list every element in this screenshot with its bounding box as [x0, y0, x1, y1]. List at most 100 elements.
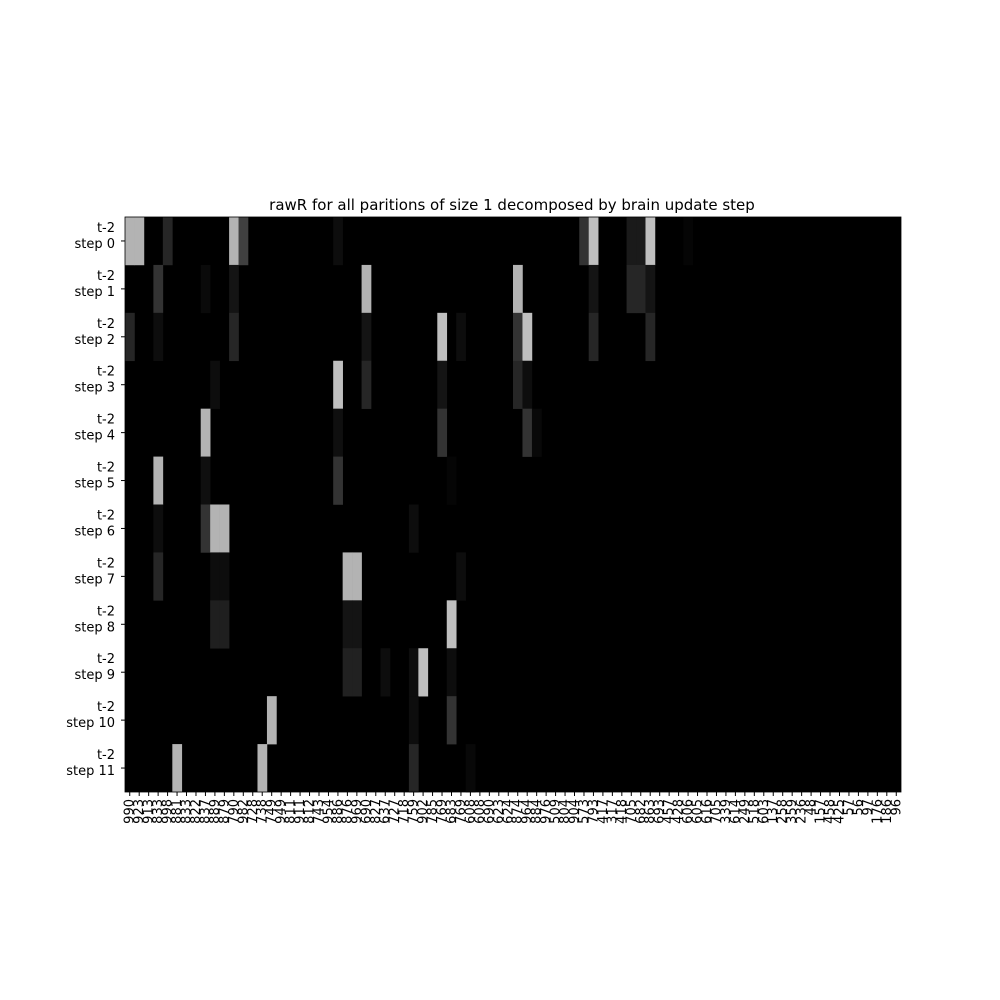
heatmap-cell — [200, 504, 211, 553]
plot-frame — [124, 216, 902, 793]
x-tick-label: 881 — [170, 799, 185, 824]
y-tick-label: t-2 step 3 — [74, 365, 115, 396]
heatmap-cell — [408, 744, 419, 793]
x-tick-label: 157 — [814, 799, 829, 824]
heatmap-cell — [172, 744, 183, 793]
x-tick-label: 457 — [662, 799, 677, 824]
x-tick-label: 705 — [624, 799, 639, 824]
x-tick-label: 923 — [132, 799, 147, 824]
heatmap-cell — [588, 264, 599, 314]
heatmap-cell — [342, 552, 353, 601]
x-tick-label: 608 — [473, 799, 488, 824]
heatmap-cell — [522, 360, 533, 409]
x-tick-label: 727 — [388, 799, 403, 824]
heatmap-cell — [437, 408, 448, 457]
x-tick-label: 913 — [142, 799, 157, 824]
heatmap-cell — [522, 312, 533, 362]
y-tick-label: t-2 step 6 — [74, 508, 115, 539]
heatmap-cell — [238, 217, 249, 266]
x-tick-label: 879 — [217, 799, 232, 824]
heatmap-cell — [210, 360, 220, 409]
x-tick-label: 804 — [558, 799, 573, 824]
heatmap-cell — [153, 264, 164, 314]
x-tick-label: 886 — [331, 799, 346, 824]
x-tick-label: 837 — [198, 799, 213, 824]
x-tick-label: 718 — [397, 799, 412, 824]
x-tick-label: 769 — [454, 799, 469, 824]
heatmap-cell — [333, 408, 343, 457]
x-tick-label: 258 — [776, 799, 791, 824]
heatmap-cells — [125, 217, 901, 793]
x-tick-label: 964 — [520, 799, 535, 824]
heatmap-cell — [513, 360, 523, 409]
heatmap-cell — [200, 408, 211, 457]
heatmap-cell — [361, 264, 372, 314]
x-tick-label: 827 — [369, 799, 384, 824]
x-tick-label: 637 — [378, 799, 393, 824]
heatmap-cell — [579, 217, 590, 266]
heatmap-cell — [219, 504, 230, 553]
x-tick-label: 690 — [359, 799, 374, 824]
heatmap-cell — [456, 312, 466, 362]
heatmap-cell — [408, 648, 419, 697]
heatmap-cell — [153, 504, 164, 553]
heatmap-cell — [200, 264, 211, 314]
x-tick-label: 982 — [236, 799, 251, 824]
x-tick-label: 417 — [596, 799, 611, 824]
x-tick-label: 509 — [549, 799, 564, 824]
x-tick-label: 822 — [189, 799, 204, 824]
x-tick-label: 833 — [180, 799, 195, 824]
x-tick-label: 759 — [407, 799, 422, 824]
heatmap-cell — [229, 217, 239, 266]
x-tick-label: 811 — [284, 799, 299, 824]
heatmap-cell — [437, 312, 448, 362]
x-tick-label: 911 — [293, 799, 308, 824]
x-tick-label: 573 — [577, 799, 592, 824]
x-tick-label: 624 — [501, 799, 516, 824]
x-tick-label: 57 — [842, 799, 857, 816]
heatmap-cell — [333, 456, 343, 505]
heatmap-cell — [380, 648, 391, 697]
x-tick-label: 738 — [255, 799, 270, 824]
heatmap-cell — [408, 696, 419, 745]
y-tick-label: t-2 step 7 — [74, 556, 115, 587]
x-tick-label: 623 — [492, 799, 507, 824]
x-tick-label: 785 — [426, 799, 441, 824]
heatmap-cell — [588, 217, 599, 266]
heatmap-cell — [588, 312, 599, 362]
y-tick-label: t-2 step 9 — [74, 652, 115, 683]
x-tick-label: 425 — [832, 799, 847, 824]
x-tick-label: 863 — [643, 799, 658, 824]
heatmap-cell — [418, 648, 429, 697]
x-tick-label: 876 — [340, 799, 355, 824]
heatmap-cell — [408, 504, 419, 553]
heatmap-cell — [333, 360, 343, 409]
x-tick-label: 603 — [757, 799, 772, 824]
heatmap-cell — [531, 408, 542, 457]
heatmap-cell — [645, 264, 656, 314]
x-tick-label: 418 — [615, 799, 630, 824]
x-tick-label: 969 — [350, 799, 365, 824]
x-tick-label: 176 — [870, 799, 885, 824]
heatmap-cell — [134, 217, 145, 266]
x-tick-label: 976 — [539, 799, 554, 824]
heatmap-cell — [342, 600, 353, 649]
x-tick-label: 812 — [303, 799, 318, 824]
x-tick-label: 793 — [586, 799, 601, 824]
heatmap-cell — [645, 312, 656, 362]
x-tick-label: 616 — [700, 799, 715, 824]
y-tick-label: t-2 step 8 — [74, 604, 115, 635]
x-tick-label: 904 — [568, 799, 583, 824]
heatmap-cell — [210, 504, 220, 553]
heatmap-cell — [636, 217, 646, 266]
x-tick-label: 606 — [681, 799, 696, 824]
x-tick-label: 705 — [709, 799, 724, 824]
y-tick-label: t-2 step 1 — [74, 269, 115, 300]
x-tick-label: 48 — [804, 799, 819, 816]
heatmap-cell — [683, 217, 694, 266]
x-tick-label: 249 — [738, 799, 753, 824]
x-axis-ticks: 9909239138339988818338228378898797909827… — [123, 792, 904, 824]
heatmap-cell — [352, 648, 362, 697]
heatmap-cell — [219, 552, 230, 601]
